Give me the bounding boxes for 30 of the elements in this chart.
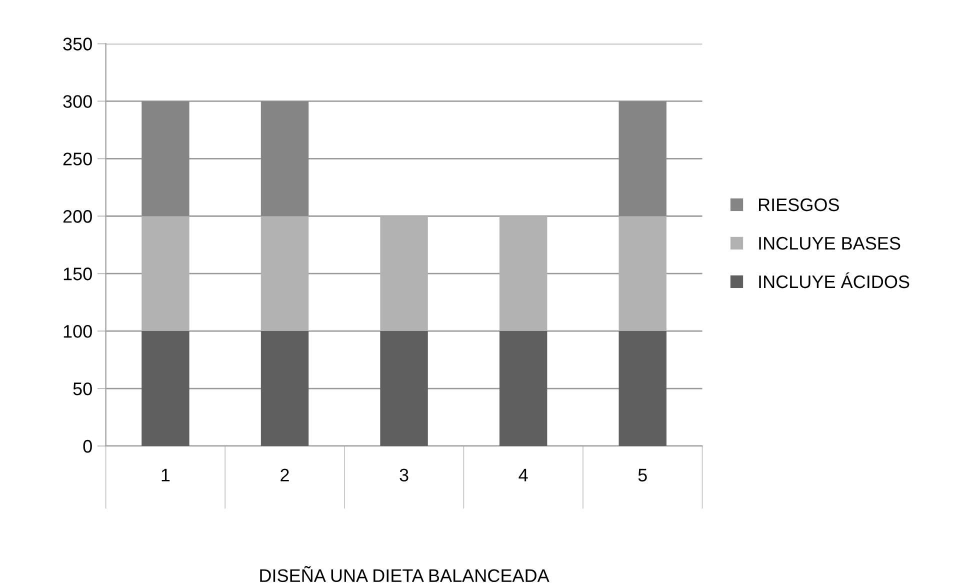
- bar: [260, 101, 309, 216]
- bar: [260, 331, 309, 446]
- y-tick-label: 350: [63, 38, 92, 50]
- legend-label: RIESGOS: [759, 198, 839, 212]
- y-tick-label: 100: [64, 324, 92, 338]
- bar: [142, 101, 190, 216]
- bar: [380, 331, 428, 446]
- bar: [499, 331, 548, 446]
- bar: [499, 216, 548, 332]
- y-tick-label: 200: [63, 210, 92, 223]
- y-tick-label: 300: [63, 95, 92, 108]
- legend-label: INCLUYE ÁCIDOS: [759, 272, 910, 288]
- x-tick-label: 5: [638, 468, 647, 482]
- x-tick-label: 2: [280, 468, 289, 482]
- y-tick-label: 0: [83, 440, 92, 453]
- bar: [142, 216, 190, 332]
- y-tick-label: 150: [64, 268, 92, 280]
- bar: [618, 101, 666, 216]
- y-tick-label: 250: [63, 152, 92, 166]
- x-tick-label: 4: [518, 468, 528, 482]
- bar: [618, 331, 666, 446]
- bar: [380, 216, 428, 332]
- x-axis-title: DISEÑA UNA DIETA BALANCEADA: [260, 566, 550, 582]
- bar: [260, 216, 309, 332]
- x-tick-label: 3: [400, 468, 408, 482]
- bar: [142, 331, 190, 446]
- bar: [618, 216, 666, 332]
- x-tick-label: 1: [162, 468, 170, 482]
- legend-label: INCLUYE BASES: [759, 236, 900, 250]
- y-tick-label: 50: [73, 382, 92, 396]
